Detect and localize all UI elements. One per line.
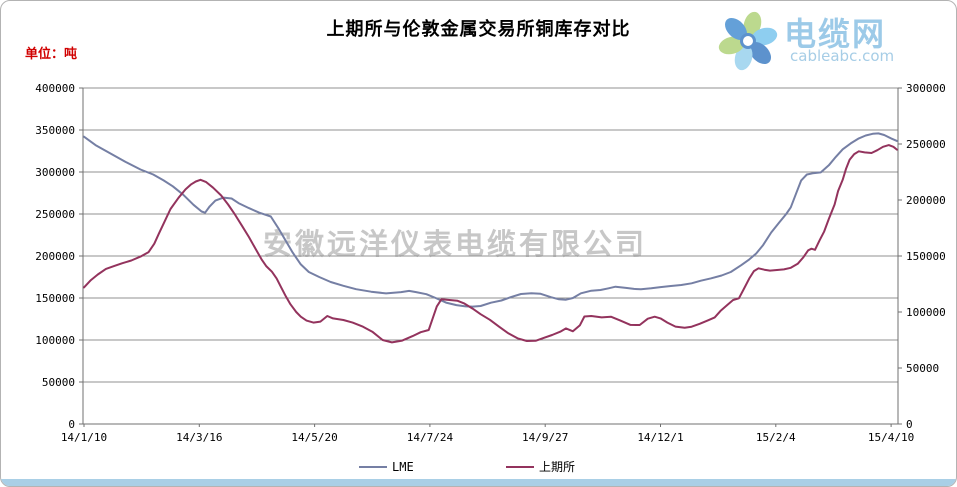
left-axis-tick-label: 0 [68,418,75,431]
flower-logo-icon [718,11,778,71]
x-axis-tick-label: 14/12/1 [637,431,683,444]
logo-domain-text: cableabc.com [790,47,895,65]
flower-petal [751,27,778,46]
flower-petal [718,36,745,55]
right-axis-tick-label: 300000 [906,82,946,95]
cableabc-logo[interactable]: 电缆网 cableabc.com [718,5,928,75]
flower-petal [749,42,772,65]
legend-label: 上期所 [539,460,575,474]
x-axis-tick-label: 14/7/24 [407,431,454,444]
right-axis-tick-label: 200000 [906,194,946,207]
right-axis-tick-label: 0 [906,418,913,431]
unit-label: 单位：吨 [25,47,78,62]
legend-label: LME [392,460,414,474]
bottom-accent-bar [1,479,956,486]
series-line-shfe [83,144,898,344]
left-axis-tick-label: 150000 [35,292,75,305]
left-axis-tick-label: 100000 [35,334,75,347]
x-axis-tick-label: 15/2/4 [756,431,796,444]
left-axis-tick-label: 250000 [35,208,75,221]
company-watermark: 安徽远洋仪表电缆有限公司 [263,227,648,261]
left-axis-tick-label: 200000 [35,250,75,263]
series-line-lme [83,132,898,308]
flower-petal [724,17,747,40]
left-axis-tick-label: 400000 [35,82,75,95]
x-axis-tick-label: 14/3/16 [176,431,222,444]
x-axis-tick-label: 14/9/27 [522,431,568,444]
right-axis-tick-label: 100000 [906,306,946,319]
left-axis-tick-label: 300000 [35,166,75,179]
x-axis-tick-label: 14/1/10 [61,431,107,444]
right-axis-tick-label: 50000 [906,362,939,375]
chart-title: 上期所与伦敦金属交易所铜库存对比 [326,19,631,40]
right-axis-tick-label: 150000 [906,250,946,263]
x-axis-tick-label: 14/5/20 [291,431,337,444]
right-axis-tick-label: 250000 [906,138,946,151]
logo-site-name: 电缆网 [784,15,887,53]
left-axis-tick-label: 350000 [35,124,75,137]
x-axis-tick-label: 15/4/10 [868,431,914,444]
left-axis-tick-label: 50000 [42,376,75,389]
